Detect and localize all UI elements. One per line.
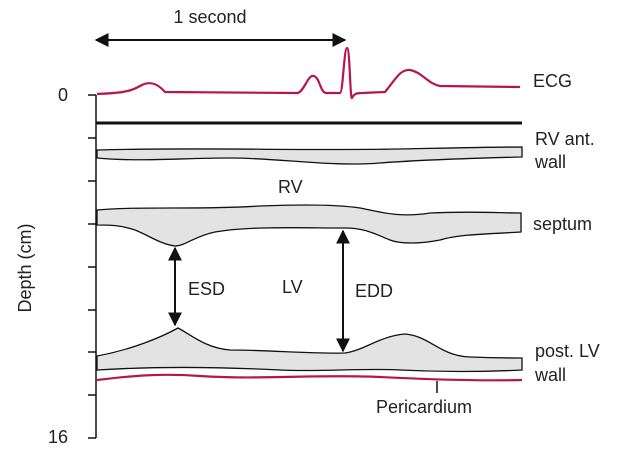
time-label: 1 second bbox=[173, 7, 246, 27]
axis-title: Depth (cm) bbox=[15, 223, 35, 312]
esd-label: ESD bbox=[188, 279, 225, 299]
edd-label: EDD bbox=[355, 281, 393, 301]
rv-label: RV bbox=[278, 177, 303, 197]
ecg-trace bbox=[96, 46, 521, 100]
axis-bottom-label: 16 bbox=[48, 427, 68, 447]
axis-top-label: 0 bbox=[58, 85, 68, 105]
ecg-label: ECG bbox=[533, 71, 572, 91]
rv-wall-label: wall bbox=[534, 152, 566, 172]
depth-axis bbox=[88, 94, 97, 439]
lv-label: LV bbox=[282, 277, 303, 297]
septum-label: septum bbox=[533, 214, 592, 234]
pericardium-line bbox=[96, 373, 523, 382]
rv-anterior-wall bbox=[96, 146, 523, 165]
pericardium-label: Pericardium bbox=[376, 397, 472, 417]
posterior-lv-wall bbox=[96, 327, 523, 373]
post-lv-wall-label: wall bbox=[534, 365, 566, 385]
septum bbox=[96, 204, 522, 247]
rv-wall-label: RV ant. bbox=[535, 129, 595, 149]
post-lv-wall-label: post. LV bbox=[535, 341, 600, 361]
